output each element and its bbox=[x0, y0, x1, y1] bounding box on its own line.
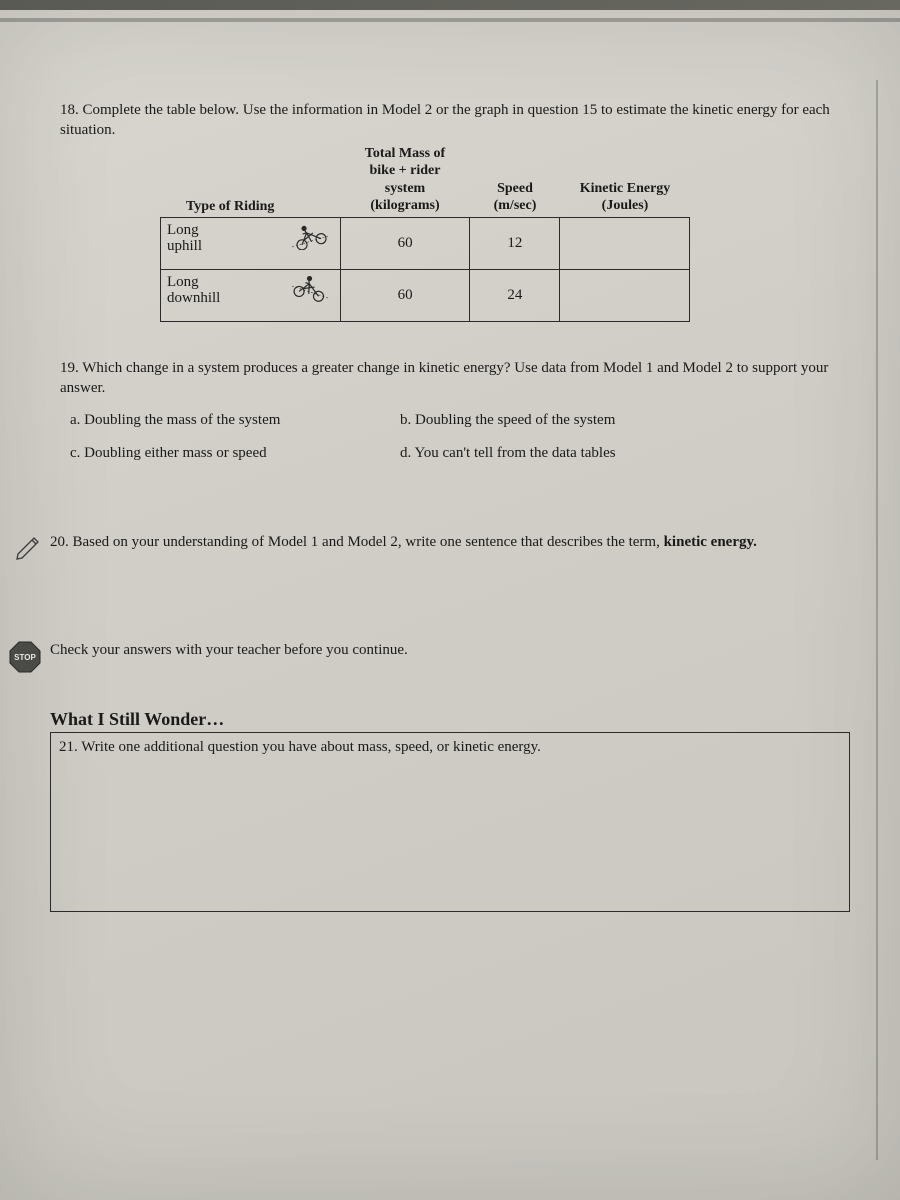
stop-badge-label: STOP bbox=[14, 653, 36, 662]
cell-speed-downhill[interactable]: 24 bbox=[470, 269, 560, 321]
cell-ke-uphill[interactable] bbox=[560, 217, 690, 269]
col-header-ke-l2: (Joules) bbox=[602, 198, 649, 213]
q18-table-headers: Type of Riding Total Mass of bike + ride… bbox=[160, 145, 850, 217]
bike-uphill-icon bbox=[290, 224, 330, 250]
table-row: Long uphill bbox=[161, 217, 690, 269]
col-header-mass-l4: (kilograms) bbox=[370, 198, 439, 213]
col-header-mass-l3: system bbox=[385, 181, 425, 196]
col-header-speed-l1: Speed bbox=[497, 181, 533, 196]
question-21-text: 21. Write one additional question you ha… bbox=[59, 739, 541, 755]
wonder-section: What I Still Wonder… 21. Write one addit… bbox=[50, 709, 850, 912]
q20-prefix: 20. Based on your understanding of Model… bbox=[50, 534, 664, 550]
col-header-mass-l1: Total Mass of bbox=[365, 146, 445, 161]
q20-term: kinetic energy. bbox=[664, 534, 757, 550]
option-d[interactable]: d. You can't tell from the data tables bbox=[400, 445, 850, 462]
col-header-ke-l1: Kinetic Energy bbox=[580, 181, 671, 196]
stop-instruction: Check your answers with your teacher bef… bbox=[50, 642, 850, 659]
option-b[interactable]: b. Doubling the speed of the system bbox=[400, 412, 850, 429]
table-row: Long downhill bbox=[161, 269, 690, 321]
page-top-edge bbox=[0, 18, 900, 22]
page-right-margin-line bbox=[876, 80, 878, 1160]
col-header-speed: Speed (m/sec) bbox=[470, 180, 560, 217]
q19-options: a. Doubling the mass of the system b. Do… bbox=[70, 412, 850, 462]
option-a[interactable]: a. Doubling the mass of the system bbox=[70, 412, 400, 429]
cell-type-uphill: Long uphill bbox=[161, 217, 341, 269]
stop-row: STOP Check your answers with your teache… bbox=[50, 642, 850, 659]
question-19: 19. Which change in a system produces a … bbox=[60, 358, 850, 463]
cell-ke-downhill[interactable] bbox=[560, 269, 690, 321]
question-20-text: 20. Based on your understanding of Model… bbox=[50, 532, 850, 552]
col-header-mass: Total Mass of bike + rider system (kilog… bbox=[340, 145, 470, 217]
question-18: 18. Complete the table below. Use the in… bbox=[60, 100, 850, 322]
q18-table-wrap: Type of Riding Total Mass of bike + ride… bbox=[160, 145, 850, 322]
question-18-text: 18. Complete the table below. Use the in… bbox=[60, 100, 850, 141]
cell-mass-downhill[interactable]: 60 bbox=[340, 269, 470, 321]
worksheet-page: 18. Complete the table below. Use the in… bbox=[0, 10, 900, 1200]
option-c[interactable]: c. Doubling either mass or speed bbox=[70, 445, 400, 462]
col-header-speed-l2: (m/sec) bbox=[494, 198, 537, 213]
question-20: 20. Based on your understanding of Model… bbox=[50, 532, 850, 552]
write-icon bbox=[14, 534, 42, 562]
col-header-mass-l2: bike + rider bbox=[370, 163, 441, 178]
q21-answer-box[interactable]: 21. Write one additional question you ha… bbox=[50, 732, 850, 912]
stop-sign-icon: STOP bbox=[8, 640, 42, 674]
cell-mass-uphill[interactable]: 60 bbox=[340, 217, 470, 269]
wonder-heading: What I Still Wonder… bbox=[50, 709, 850, 733]
q18-table: Long uphill bbox=[160, 217, 690, 322]
col-header-type: Type of Riding bbox=[160, 199, 340, 217]
bike-downhill-icon bbox=[290, 276, 330, 302]
col-header-ke: Kinetic Energy (Joules) bbox=[560, 180, 690, 217]
cell-speed-uphill[interactable]: 12 bbox=[470, 217, 560, 269]
cell-type-downhill: Long downhill bbox=[161, 269, 341, 321]
question-19-text: 19. Which change in a system produces a … bbox=[60, 358, 850, 399]
col-header-type-label: Type of Riding bbox=[186, 199, 274, 214]
